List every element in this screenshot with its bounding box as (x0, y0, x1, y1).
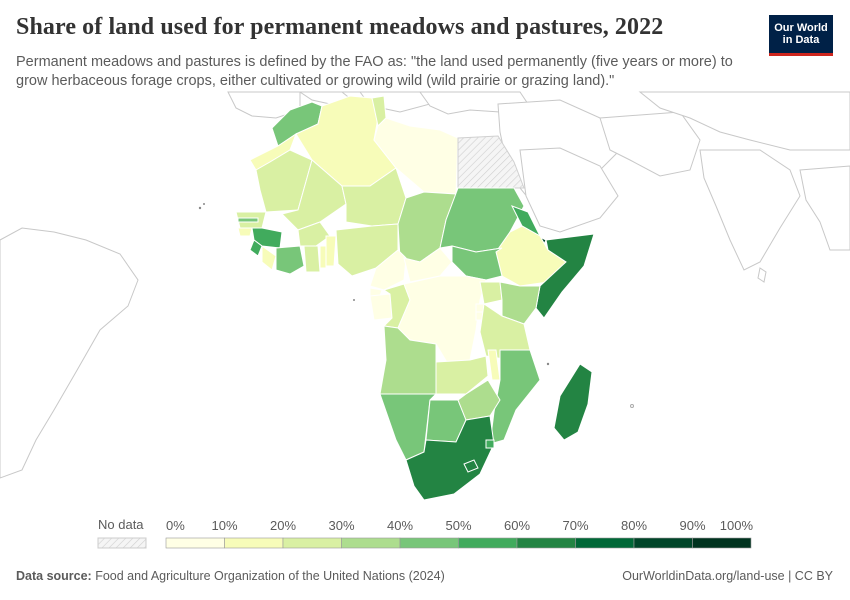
legend-bin-3[interactable] (341, 537, 401, 549)
legend-tick-label: 40% (387, 518, 413, 533)
island-comoros (546, 362, 550, 366)
country-madagascar[interactable] (553, 363, 593, 441)
central-asia-outline (638, 91, 850, 151)
country-car[interactable] (403, 247, 453, 283)
country-kenya[interactable] (499, 281, 541, 325)
legend-no-data-label: No data (98, 517, 144, 532)
legend-tick-label: 70% (562, 518, 588, 533)
legend-tick-label: 0% (166, 518, 185, 533)
other-regions (0, 91, 850, 479)
logo-line-2: in Data (782, 34, 820, 46)
footer-source: Data source: Food and Agriculture Organi… (16, 569, 445, 583)
country-togo[interactable] (319, 245, 327, 269)
india-outline (699, 149, 801, 271)
sri-lanka-outline (757, 267, 767, 283)
legend-tick-label: 100% (720, 518, 754, 533)
legend-bin-8[interactable] (633, 537, 693, 549)
footer-url[interactable]: OurWorldinData.org/land-use | CC BY (622, 569, 833, 583)
country-lesotho[interactable] (463, 459, 479, 473)
country-cameroon[interactable] (369, 249, 407, 291)
south-america-outline (0, 227, 139, 479)
iran-outline (599, 111, 701, 177)
country-south-africa[interactable] (405, 415, 495, 501)
legend-bin-0[interactable] (165, 537, 225, 549)
logo-line-1: Our World (774, 22, 828, 34)
legend-bin-6[interactable] (516, 537, 576, 549)
legend-bin-1[interactable] (224, 537, 284, 549)
country-gambia[interactable] (237, 217, 259, 223)
owid-logo[interactable]: Our World in Data (769, 15, 833, 56)
southeast-asia-outline (799, 165, 850, 251)
country-ivory-coast[interactable] (275, 245, 305, 275)
country-mozambique[interactable] (489, 349, 541, 445)
legend-bin-5[interactable] (458, 537, 518, 549)
islands (198, 203, 634, 408)
legend-no-data-swatch[interactable] (97, 537, 147, 549)
country-benin[interactable] (325, 235, 337, 267)
legend-tick-label: 20% (270, 518, 296, 533)
legend-tick-label: 90% (679, 518, 705, 533)
legend-bin-4[interactable] (399, 537, 459, 549)
country-uganda[interactable] (479, 281, 503, 305)
legend-bin-2[interactable] (282, 537, 342, 549)
africa-countries (235, 95, 595, 501)
country-libya[interactable] (373, 117, 459, 195)
island-canaries (203, 203, 205, 205)
island-mauritius (630, 404, 634, 408)
legend-bins (165, 537, 752, 549)
footer-source-text[interactable]: Food and Agriculture Organization of the… (95, 569, 445, 583)
chart-subtitle: Permanent meadows and pastures is define… (16, 54, 733, 89)
legend-bin-7[interactable] (575, 537, 635, 549)
country-egypt[interactable] (457, 135, 525, 189)
country-guinea-bissau[interactable] (237, 227, 253, 237)
chart-title: Share of land used for permanent meadows… (16, 14, 664, 40)
footer-source-label: Data source: (16, 569, 92, 583)
country-somalia[interactable] (535, 233, 595, 319)
choropleth-map[interactable] (0, 90, 850, 510)
country-burkina-faso[interactable] (297, 221, 331, 247)
country-ghana[interactable] (303, 245, 321, 273)
legend-tick-label: 10% (211, 518, 237, 533)
arabia-outline (519, 147, 619, 233)
island-cape-verde (198, 206, 202, 210)
legend-tick-label: 80% (621, 518, 647, 533)
country-liberia[interactable] (261, 245, 277, 271)
island-sao-tome (353, 299, 355, 301)
legend-ticks: 0% 10% 20% 30% 40% 50% 60% 70% 80% 90% 100% (166, 518, 753, 533)
legend-tick-label: 50% (445, 518, 471, 533)
legend-tick-label: 60% (504, 518, 530, 533)
country-gabon[interactable] (369, 293, 393, 321)
country-south-sudan[interactable] (451, 245, 503, 281)
legend: 0% 10% 20% 30% 40% 50% 60% 70% 80% 90% 100% (97, 518, 753, 549)
country-eswatini[interactable] (485, 439, 495, 449)
legend-bin-9[interactable] (692, 537, 752, 549)
country-sierra-leone[interactable] (249, 239, 263, 257)
legend-tick-label: 30% (328, 518, 354, 533)
